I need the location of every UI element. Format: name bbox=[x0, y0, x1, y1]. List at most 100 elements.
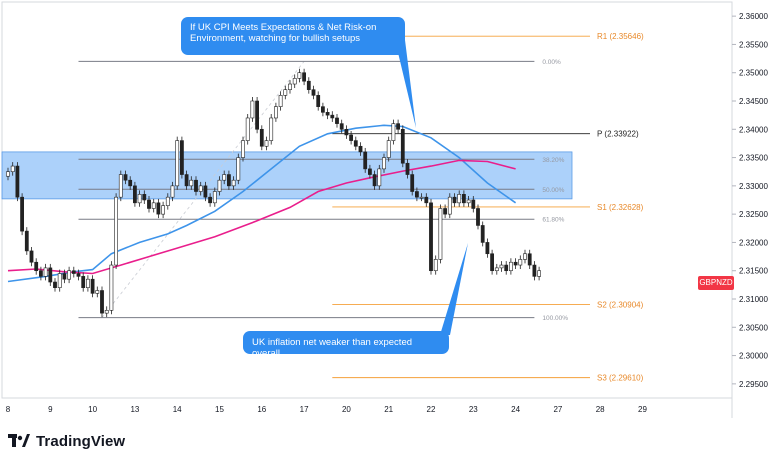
pivot-level-label: S3 (2.29610) bbox=[597, 374, 644, 383]
candle-body bbox=[537, 270, 542, 277]
candle-body bbox=[316, 95, 321, 107]
candle-body bbox=[466, 199, 471, 204]
candle-body bbox=[128, 179, 133, 187]
candle-body bbox=[480, 225, 485, 243]
y-tick-label: 2.35000 bbox=[739, 69, 768, 78]
candle-body bbox=[165, 196, 170, 206]
candle-body bbox=[259, 128, 264, 147]
candle-body bbox=[485, 242, 490, 255]
candle-body bbox=[38, 270, 43, 277]
candle-body bbox=[236, 157, 241, 181]
candle-body bbox=[133, 185, 137, 204]
candle-body bbox=[283, 89, 288, 96]
candle-body bbox=[6, 171, 10, 177]
x-tick-label: 24 bbox=[511, 405, 520, 414]
y-tick-label: 2.29500 bbox=[739, 380, 768, 389]
x-tick-label: 14 bbox=[173, 405, 182, 414]
x-tick-label: 21 bbox=[384, 405, 393, 414]
candle-body bbox=[71, 270, 76, 274]
candle-body bbox=[86, 278, 90, 288]
candle-body bbox=[288, 83, 292, 90]
candle-body bbox=[438, 208, 443, 260]
y-tick-label: 2.35500 bbox=[739, 40, 768, 49]
y-tick-label: 2.30500 bbox=[739, 323, 768, 332]
candle-body bbox=[198, 185, 203, 192]
candle-body bbox=[114, 196, 119, 266]
candle-body bbox=[76, 273, 81, 277]
y-tick-label: 2.31500 bbox=[739, 267, 768, 276]
candle-body bbox=[48, 267, 53, 283]
x-tick-label: 15 bbox=[215, 405, 224, 414]
candle-body bbox=[532, 264, 537, 277]
candle-body bbox=[377, 168, 382, 187]
candle-body bbox=[43, 267, 48, 277]
candle-body bbox=[311, 89, 316, 96]
candle-body bbox=[123, 174, 128, 181]
tradingview-logo[interactable]: TradingView bbox=[8, 430, 125, 452]
y-tick-label: 2.31000 bbox=[739, 295, 768, 304]
candle-body bbox=[142, 194, 147, 201]
candle-body bbox=[353, 140, 358, 147]
pivot-level-label: P (2.33922) bbox=[597, 130, 639, 139]
x-tick-label: 23 bbox=[469, 405, 478, 414]
candle-body bbox=[433, 259, 438, 272]
candle-body bbox=[358, 145, 363, 153]
candle-body bbox=[508, 261, 513, 272]
price-chart[interactable]: 0.00% 38.20% 50.00% 61.80% 100.00% R1 (2.3564… bbox=[0, 0, 780, 420]
candle-body bbox=[297, 72, 302, 79]
candle-body bbox=[518, 259, 523, 266]
candle-body bbox=[292, 78, 297, 85]
moving-average-fast bbox=[7, 124, 517, 283]
symbol-price-badge: GBPNZD bbox=[698, 276, 734, 290]
chart-area[interactable]: 0.00% 38.20% 50.00% 61.80% 100.00% R1 (2.3564… bbox=[0, 0, 780, 420]
candle-body bbox=[118, 174, 123, 198]
candle-body bbox=[20, 196, 25, 232]
candle-body bbox=[189, 179, 194, 187]
x-tick-label: 29 bbox=[638, 405, 647, 414]
candle-body bbox=[349, 134, 354, 141]
candle-body bbox=[212, 191, 217, 204]
candle-body bbox=[53, 281, 57, 288]
candle-body bbox=[513, 261, 518, 266]
x-tick-label: 28 bbox=[596, 405, 605, 414]
x-tick-label: 20 bbox=[342, 405, 351, 414]
candle-body bbox=[339, 123, 344, 130]
candle-body bbox=[222, 174, 227, 181]
x-tick-label: 27 bbox=[553, 405, 562, 414]
x-tick-label: 10 bbox=[88, 405, 97, 414]
candle-body bbox=[419, 196, 424, 199]
candle-body bbox=[400, 128, 405, 164]
candle-body bbox=[461, 194, 466, 204]
candle-body bbox=[156, 202, 161, 215]
candle-body bbox=[217, 179, 222, 192]
candle-body bbox=[10, 165, 15, 173]
candle-body bbox=[29, 250, 34, 263]
candle-body bbox=[231, 179, 236, 187]
x-tick-label: 9 bbox=[48, 405, 53, 414]
candle-body bbox=[100, 290, 104, 314]
candle-body bbox=[67, 270, 72, 280]
fib-level-label: 0.00% bbox=[542, 59, 561, 66]
candle-body bbox=[302, 72, 307, 82]
candle-body bbox=[170, 185, 175, 198]
candle-body bbox=[255, 100, 260, 130]
candle-body bbox=[476, 208, 480, 226]
annotation-callout-cpi: If UK CPI Meets Expectations & Net Risk-… bbox=[181, 17, 405, 55]
candle-body bbox=[457, 194, 462, 204]
candle-body bbox=[245, 117, 250, 141]
candle-body bbox=[452, 196, 457, 204]
candle-body bbox=[447, 196, 452, 215]
candle-body bbox=[250, 100, 255, 119]
y-tick-label: 2.34000 bbox=[739, 125, 768, 134]
candle-body bbox=[57, 273, 62, 288]
candle-body bbox=[264, 140, 269, 147]
candle-body bbox=[527, 253, 532, 266]
candle-body bbox=[269, 117, 274, 141]
candle-body bbox=[504, 264, 509, 272]
candle-body bbox=[372, 174, 377, 187]
candle-body bbox=[180, 140, 184, 175]
x-tick-label: 22 bbox=[427, 405, 436, 414]
tradingview-logo-icon bbox=[8, 434, 30, 447]
candle-body bbox=[330, 114, 335, 119]
candle-body bbox=[424, 196, 429, 204]
